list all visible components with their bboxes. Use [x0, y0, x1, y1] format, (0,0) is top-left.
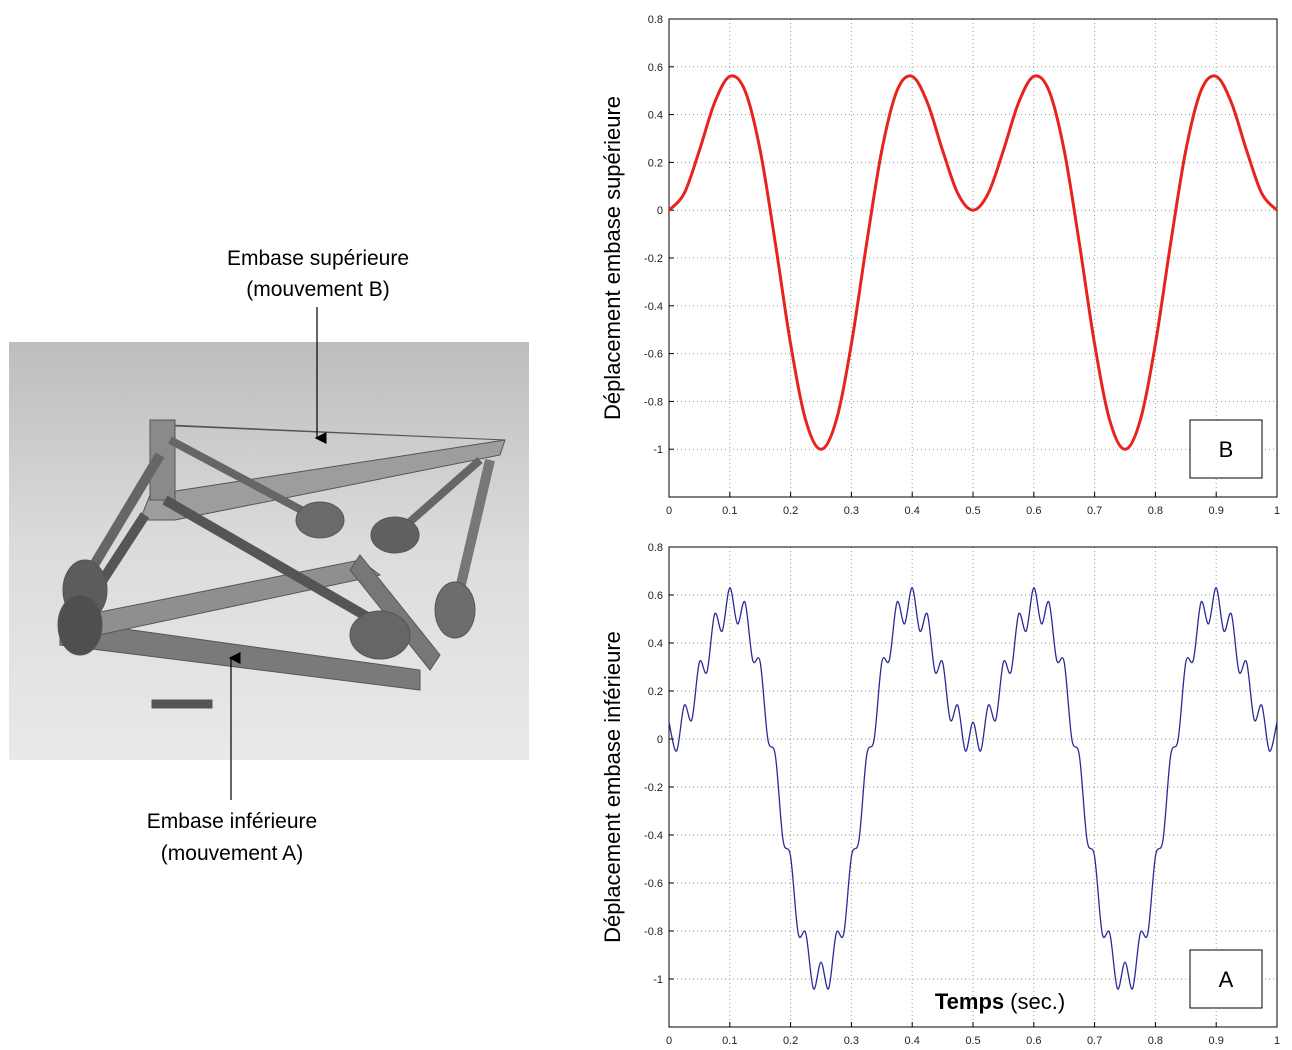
data-line — [668, 587, 1278, 990]
y-tick-label: -0.2 — [644, 253, 663, 265]
annotation: (mouvement B) — [246, 278, 390, 301]
y-axis-label: Déplacement embase inférieure — [600, 631, 625, 943]
annotation: Embase inférieure — [147, 810, 317, 833]
y-tick-label: 0.6 — [648, 590, 663, 602]
annotation: (mouvement A) — [161, 842, 303, 865]
x-tick-label: 0.6 — [1026, 1035, 1041, 1047]
y-tick-label: 0.4 — [648, 110, 663, 122]
chart: 0 0.1 0.2 0.3 0.4 0.5 0.6 0.7 0.8 0.9 1 -1 -0.8 -0.6 -… — [600, 542, 1280, 1047]
x-tick-label: 0.7 — [1087, 1035, 1102, 1047]
y-tick-label: -0.4 — [644, 830, 663, 842]
panel-label: A — [1219, 967, 1234, 992]
panel-box — [1189, 949, 1263, 1009]
x-tick-label: 0.4 — [905, 505, 920, 517]
panel-box — [1189, 419, 1263, 479]
photo: Embase supérieure (mouvement B) Embase i… — [9, 247, 529, 865]
x-tick-label: 0 — [666, 1035, 672, 1047]
x-tick-label: 0.3 — [844, 505, 859, 517]
x-axis-label-part: Temps — [935, 989, 1004, 1014]
x-axis-label-part: (sec.) — [1010, 989, 1065, 1014]
x-tick-label: 0.5 — [965, 1035, 980, 1047]
y-tick-label: 0.6 — [648, 62, 663, 74]
y-tick-label: -1 — [653, 974, 663, 986]
y-tick-label: -0.8 — [644, 926, 663, 938]
y-tick-label: 0 — [657, 734, 663, 746]
y-tick-label: -0.6 — [644, 349, 663, 361]
x-tick-label: 0.9 — [1209, 1035, 1224, 1047]
x-tick-label: 0.1 — [722, 505, 737, 517]
annotation: Embase supérieure — [227, 247, 409, 270]
y-tick-label: -0.6 — [644, 878, 663, 890]
x-tick-label: 1 — [1274, 1035, 1280, 1047]
x-tick-label: 0.9 — [1209, 505, 1224, 517]
x-tick-label: 0.7 — [1087, 505, 1102, 517]
y-tick-label: -0.2 — [644, 782, 663, 794]
y-tick-label: -1 — [653, 444, 663, 456]
x-axis-label: Temps (sec.) — [935, 989, 1065, 1014]
plot-frame — [668, 546, 1278, 1028]
x-tick-label: 0.1 — [722, 1035, 737, 1047]
y-tick-label: 0 — [657, 205, 663, 217]
x-tick-label: 0.8 — [1148, 505, 1163, 517]
y-tick-label: -0.8 — [644, 396, 663, 408]
y-tick-label: 0.8 — [648, 542, 663, 554]
plot-frame — [668, 18, 1278, 498]
x-tick-label: 0.5 — [965, 505, 980, 517]
x-tick-label: 0.8 — [1148, 1035, 1163, 1047]
x-tick-label: 0.4 — [905, 1035, 920, 1047]
photo-background — [9, 342, 529, 760]
chart: 0 0.1 0.2 0.3 0.4 0.5 0.6 0.7 0.8 0.9 1 -1 -0.8 -0.6 -… — [600, 14, 1280, 517]
y-tick-label: -0.4 — [644, 301, 663, 313]
y-tick-label: 0.8 — [648, 14, 663, 26]
x-tick-label: 1 — [1274, 505, 1280, 517]
x-tick-label: 0.2 — [783, 505, 798, 517]
data-line — [667, 74, 1279, 451]
x-tick-label: 0.2 — [783, 1035, 798, 1047]
panel-label: B — [1219, 437, 1234, 462]
x-tick-label: 0.3 — [844, 1035, 859, 1047]
y-tick-label: 0.2 — [648, 157, 663, 169]
y-tick-label: 0.2 — [648, 686, 663, 698]
x-tick-label: 0 — [666, 505, 672, 517]
x-tick-label: 0.6 — [1026, 505, 1041, 517]
y-axis-label: Déplacement embase supérieure — [600, 96, 625, 420]
y-tick-label: 0.4 — [648, 638, 663, 650]
